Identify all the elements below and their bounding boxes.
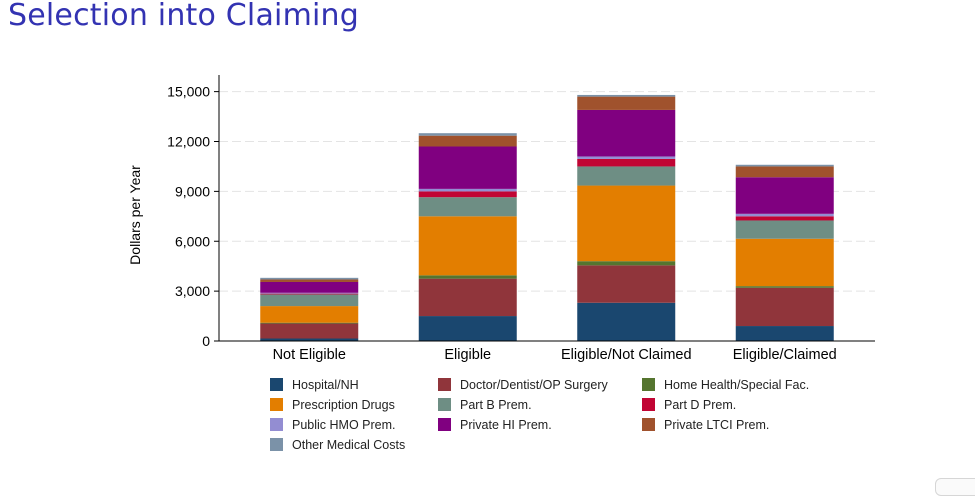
legend-item: Other Medical Costs bbox=[270, 438, 405, 452]
bar-segment bbox=[260, 322, 359, 324]
legend-swatch bbox=[270, 398, 283, 411]
legend-item: Private LTCI Prem. bbox=[642, 418, 769, 432]
y-tick-label: 3,000 bbox=[175, 283, 210, 299]
bar-segment bbox=[735, 164, 834, 167]
legend-item: Public HMO Prem. bbox=[270, 418, 396, 432]
bar-segment bbox=[418, 278, 517, 317]
bar-segment bbox=[418, 216, 517, 276]
y-tick-label: 0 bbox=[202, 333, 210, 349]
x-tick-label: Eligible/Not Claimed bbox=[561, 347, 692, 363]
legend-swatch bbox=[642, 378, 655, 391]
bar-segment bbox=[418, 135, 517, 147]
legend-swatch bbox=[270, 418, 283, 431]
legend-swatch bbox=[438, 398, 451, 411]
bar-segment bbox=[260, 277, 359, 280]
y-tick-label: 6,000 bbox=[175, 233, 210, 249]
legend-label: Hospital/NH bbox=[292, 378, 359, 392]
bar-segment bbox=[735, 287, 834, 327]
bar-segment bbox=[735, 238, 834, 287]
bar-segment bbox=[735, 166, 834, 178]
legend-swatch bbox=[642, 418, 655, 431]
legend-item: Hospital/NH bbox=[270, 378, 359, 392]
bar-segment bbox=[577, 109, 676, 157]
y-axis-label: Dollars per Year bbox=[127, 165, 143, 265]
legend-swatch bbox=[270, 438, 283, 451]
corner-control[interactable] bbox=[935, 478, 975, 496]
bar-segment bbox=[260, 281, 359, 293]
legend-label: Private LTCI Prem. bbox=[664, 418, 769, 432]
axes: Not Eligible Eligible Eligible/Not Claimed… bbox=[167, 75, 875, 363]
x-tick-label: Eligible bbox=[444, 347, 491, 363]
bar-segment bbox=[418, 188, 517, 192]
bar-segment bbox=[735, 286, 834, 288]
legend-label: Other Medical Costs bbox=[292, 438, 405, 452]
legend-item: Part D Prem. bbox=[642, 398, 736, 412]
x-tick-label: Eligible/Claimed bbox=[733, 347, 837, 363]
slide-title: Selection into Claiming bbox=[8, 0, 360, 33]
legend-swatch bbox=[438, 418, 451, 431]
legend-label: Private HI Prem. bbox=[460, 418, 552, 432]
y-tick-label: 9,000 bbox=[175, 183, 210, 199]
bar-segment bbox=[418, 133, 517, 136]
legend: Hospital/NH Doctor/Dentist/OP Surgery Home… bbox=[270, 378, 809, 452]
legend-swatch bbox=[642, 398, 655, 411]
bar-segment bbox=[735, 326, 834, 341]
legend-item: Doctor/Dentist/OP Surgery bbox=[438, 378, 608, 392]
y-tick-label: 15,000 bbox=[167, 84, 210, 100]
bar-segment bbox=[577, 166, 676, 186]
legend-label: Prescription Drugs bbox=[292, 398, 395, 412]
x-tick-label: Not Eligible bbox=[273, 347, 346, 363]
y-tick-label: 12,000 bbox=[167, 134, 210, 150]
bar-segment bbox=[260, 306, 359, 323]
bar-segment bbox=[418, 146, 517, 189]
legend-label: Home Health/Special Fac. bbox=[664, 378, 809, 392]
bar-segment bbox=[577, 185, 676, 262]
bar-segment bbox=[577, 94, 676, 97]
bar-segment bbox=[260, 293, 359, 295]
bar-segment bbox=[418, 197, 517, 217]
legend-item: Private HI Prem. bbox=[438, 418, 552, 432]
bar-segment bbox=[735, 216, 834, 221]
bar-segment bbox=[577, 158, 676, 167]
legend-swatch bbox=[438, 378, 451, 391]
legend-item: Prescription Drugs bbox=[270, 398, 395, 412]
legend-item: Part B Prem. bbox=[438, 398, 532, 412]
legend-swatch bbox=[270, 378, 283, 391]
legend-label: Public HMO Prem. bbox=[292, 418, 396, 432]
bar-segment bbox=[418, 316, 517, 341]
bar-segment bbox=[260, 338, 359, 341]
bar-segment bbox=[735, 177, 834, 214]
bar-segment bbox=[260, 279, 359, 282]
bar-segment bbox=[577, 96, 676, 110]
bar-segment bbox=[735, 213, 834, 217]
bar-segment bbox=[260, 294, 359, 307]
bar-segment bbox=[260, 323, 359, 339]
legend-label: Doctor/Dentist/OP Surgery bbox=[460, 378, 608, 392]
bar-segment bbox=[577, 302, 676, 341]
legend-label: Part B Prem. bbox=[460, 398, 532, 412]
bars bbox=[260, 94, 834, 341]
bar-segment bbox=[260, 292, 359, 294]
bar-segment bbox=[418, 191, 517, 198]
bar-segment bbox=[577, 156, 676, 159]
bar-segment bbox=[577, 261, 676, 266]
legend-label: Part D Prem. bbox=[664, 398, 736, 412]
bar-segment bbox=[735, 220, 834, 239]
legend-item: Home Health/Special Fac. bbox=[642, 378, 809, 392]
bar-segment bbox=[577, 265, 676, 303]
bar-segment bbox=[418, 275, 517, 279]
